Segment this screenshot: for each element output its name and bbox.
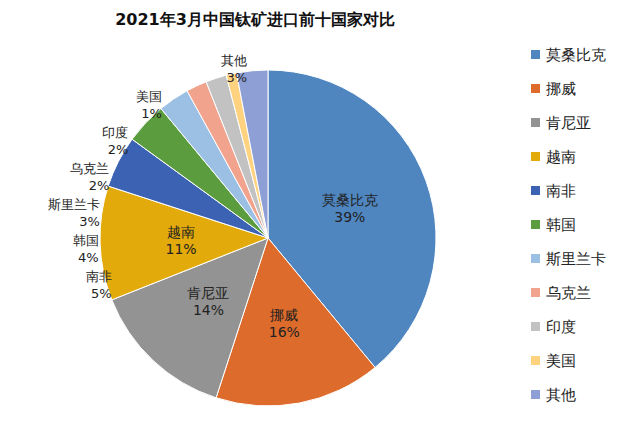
svg-text:其他: 其他 <box>221 53 247 68</box>
svg-text:11%: 11% <box>165 241 196 257</box>
svg-text:肯尼亚: 肯尼亚 <box>546 114 591 132</box>
svg-text:美国: 美国 <box>136 89 162 104</box>
svg-text:印度: 印度 <box>102 125 128 140</box>
svg-text:2%: 2% <box>108 142 129 157</box>
svg-text:3%: 3% <box>79 214 100 229</box>
svg-text:南非: 南非 <box>546 182 576 200</box>
svg-text:2021年3月中国钛矿进口前十国家对比: 2021年3月中国钛矿进口前十国家对比 <box>115 10 395 29</box>
svg-text:3%: 3% <box>226 70 247 85</box>
svg-text:斯里兰卡: 斯里兰卡 <box>546 250 606 268</box>
svg-text:莫桑比克: 莫桑比克 <box>546 46 606 64</box>
svg-text:越南: 越南 <box>546 148 576 166</box>
svg-text:美国: 美国 <box>546 352 576 370</box>
svg-text:4%: 4% <box>78 250 99 265</box>
svg-text:其他: 其他 <box>546 386 576 404</box>
svg-text:乌克兰: 乌克兰 <box>70 161 109 176</box>
svg-text:1%: 1% <box>141 106 162 121</box>
svg-text:印度: 印度 <box>546 318 576 336</box>
svg-text:斯里兰卡: 斯里兰卡 <box>48 197 100 212</box>
svg-text:莫桑比克: 莫桑比克 <box>322 192 378 208</box>
svg-text:韩国: 韩国 <box>73 233 99 248</box>
svg-text:南非: 南非 <box>86 269 112 284</box>
svg-text:14%: 14% <box>193 302 224 318</box>
svg-text:乌克兰: 乌克兰 <box>546 284 591 302</box>
svg-text:挪威: 挪威 <box>270 307 298 323</box>
svg-text:挪威: 挪威 <box>546 80 576 98</box>
svg-text:39%: 39% <box>334 209 365 225</box>
svg-text:韩国: 韩国 <box>546 216 576 234</box>
svg-text:肯尼亚: 肯尼亚 <box>187 285 229 301</box>
svg-text:越南: 越南 <box>167 224 195 240</box>
svg-text:2%: 2% <box>89 178 110 193</box>
svg-text:16%: 16% <box>269 324 300 340</box>
svg-text:5%: 5% <box>91 286 112 301</box>
